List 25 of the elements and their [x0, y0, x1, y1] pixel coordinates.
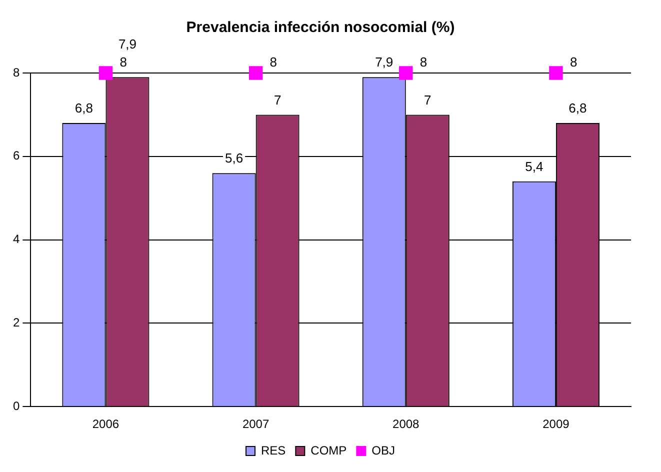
- data-label: 7: [424, 92, 432, 108]
- data-label: 7,9: [118, 36, 137, 52]
- data-label: 8: [120, 54, 127, 70]
- y-tick-label: 0: [12, 398, 20, 413]
- x-tick-label: 2007: [242, 417, 270, 432]
- y-tick-label: 4: [12, 232, 20, 246]
- chart-title: Prevalencia infección nosocomial (%): [186, 19, 455, 36]
- data-label: 6,8: [568, 100, 587, 116]
- y-tick-label: 8: [12, 65, 20, 80]
- x-tick-label: 2006: [92, 417, 120, 432]
- legend-label: COMP: [310, 443, 347, 458]
- legend-label: OBJ: [372, 443, 396, 458]
- data-label: 5,4: [525, 159, 544, 174]
- x-tick-label: 2009: [542, 417, 570, 432]
- data-label: 8: [420, 54, 428, 70]
- data-label: 5,6: [225, 150, 244, 166]
- y-tick-label: 2: [12, 316, 20, 330]
- data-label: 6,8: [74, 100, 93, 116]
- data-label: 8: [570, 54, 578, 70]
- y-tick-label: 6: [12, 148, 20, 163]
- data-label: 7: [274, 92, 282, 108]
- x-tick-label: 2008: [392, 417, 420, 432]
- data-label: 8: [270, 54, 278, 70]
- legend-label: RES: [260, 443, 286, 458]
- data-label: 7,9: [375, 54, 394, 70]
